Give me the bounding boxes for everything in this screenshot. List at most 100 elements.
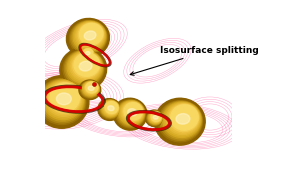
- Ellipse shape: [148, 111, 162, 124]
- Ellipse shape: [83, 49, 93, 57]
- Text: Isosurface splitting: Isosurface splitting: [130, 46, 259, 75]
- Ellipse shape: [122, 102, 143, 122]
- Ellipse shape: [128, 109, 137, 116]
- Ellipse shape: [176, 114, 190, 124]
- Ellipse shape: [76, 22, 104, 49]
- Ellipse shape: [38, 78, 86, 125]
- Ellipse shape: [113, 98, 147, 130]
- Ellipse shape: [108, 106, 114, 111]
- Ellipse shape: [60, 48, 107, 91]
- Ellipse shape: [62, 49, 105, 89]
- Ellipse shape: [102, 100, 119, 117]
- Ellipse shape: [85, 52, 90, 55]
- Ellipse shape: [67, 19, 110, 58]
- Ellipse shape: [83, 82, 98, 95]
- Ellipse shape: [79, 80, 101, 100]
- Ellipse shape: [147, 111, 163, 125]
- Ellipse shape: [80, 48, 94, 60]
- Ellipse shape: [155, 98, 205, 145]
- Ellipse shape: [47, 82, 81, 115]
- Ellipse shape: [160, 101, 202, 140]
- Ellipse shape: [73, 22, 106, 51]
- Ellipse shape: [103, 101, 119, 115]
- Ellipse shape: [102, 101, 119, 116]
- Ellipse shape: [99, 99, 120, 119]
- Ellipse shape: [74, 22, 105, 50]
- Ellipse shape: [149, 112, 162, 124]
- Ellipse shape: [120, 101, 144, 124]
- Ellipse shape: [168, 104, 199, 133]
- Ellipse shape: [119, 101, 144, 125]
- Ellipse shape: [118, 101, 145, 126]
- Ellipse shape: [153, 115, 158, 119]
- Ellipse shape: [98, 99, 121, 120]
- Ellipse shape: [82, 81, 99, 97]
- Ellipse shape: [100, 100, 120, 119]
- Ellipse shape: [44, 81, 83, 118]
- Ellipse shape: [81, 48, 94, 59]
- Ellipse shape: [81, 81, 99, 98]
- Ellipse shape: [80, 23, 103, 45]
- Ellipse shape: [105, 101, 118, 114]
- Ellipse shape: [41, 80, 84, 121]
- Ellipse shape: [79, 47, 95, 62]
- Ellipse shape: [169, 104, 199, 132]
- Ellipse shape: [69, 20, 107, 55]
- Ellipse shape: [123, 102, 143, 121]
- Ellipse shape: [71, 52, 100, 79]
- Ellipse shape: [70, 52, 101, 81]
- Ellipse shape: [164, 103, 200, 136]
- Ellipse shape: [73, 53, 100, 78]
- Ellipse shape: [88, 86, 94, 91]
- Ellipse shape: [115, 100, 146, 129]
- Ellipse shape: [101, 100, 119, 118]
- Ellipse shape: [105, 102, 118, 113]
- Ellipse shape: [151, 112, 161, 121]
- Ellipse shape: [161, 102, 201, 139]
- Ellipse shape: [79, 61, 92, 71]
- Ellipse shape: [46, 81, 82, 116]
- Ellipse shape: [72, 21, 106, 53]
- Ellipse shape: [35, 76, 89, 128]
- Ellipse shape: [81, 48, 94, 60]
- Ellipse shape: [68, 51, 102, 82]
- Ellipse shape: [151, 112, 161, 122]
- Ellipse shape: [150, 112, 161, 122]
- Ellipse shape: [71, 21, 107, 54]
- Ellipse shape: [40, 79, 85, 123]
- Ellipse shape: [83, 48, 93, 58]
- Ellipse shape: [63, 50, 104, 88]
- Ellipse shape: [149, 112, 162, 123]
- Ellipse shape: [146, 111, 163, 126]
- Ellipse shape: [43, 80, 83, 120]
- Ellipse shape: [37, 78, 87, 126]
- Ellipse shape: [49, 83, 80, 113]
- Ellipse shape: [145, 110, 164, 127]
- Ellipse shape: [56, 93, 71, 105]
- Ellipse shape: [83, 81, 99, 96]
- Ellipse shape: [166, 103, 200, 135]
- Ellipse shape: [67, 51, 102, 83]
- Ellipse shape: [86, 82, 98, 93]
- Ellipse shape: [82, 48, 93, 59]
- Ellipse shape: [50, 83, 80, 112]
- Ellipse shape: [77, 23, 104, 47]
- Ellipse shape: [163, 102, 201, 137]
- Ellipse shape: [84, 31, 96, 40]
- Ellipse shape: [68, 20, 108, 57]
- Ellipse shape: [80, 81, 100, 98]
- Ellipse shape: [121, 102, 143, 123]
- Ellipse shape: [83, 49, 93, 57]
- Ellipse shape: [158, 101, 203, 142]
- Ellipse shape: [85, 82, 98, 93]
- Ellipse shape: [117, 100, 145, 127]
- Ellipse shape: [100, 100, 120, 118]
- Ellipse shape: [80, 47, 95, 61]
- Ellipse shape: [104, 101, 118, 115]
- Ellipse shape: [150, 112, 162, 123]
- Ellipse shape: [80, 81, 100, 99]
- Ellipse shape: [156, 100, 203, 143]
- Ellipse shape: [79, 47, 95, 61]
- Ellipse shape: [84, 82, 98, 95]
- Ellipse shape: [74, 53, 99, 76]
